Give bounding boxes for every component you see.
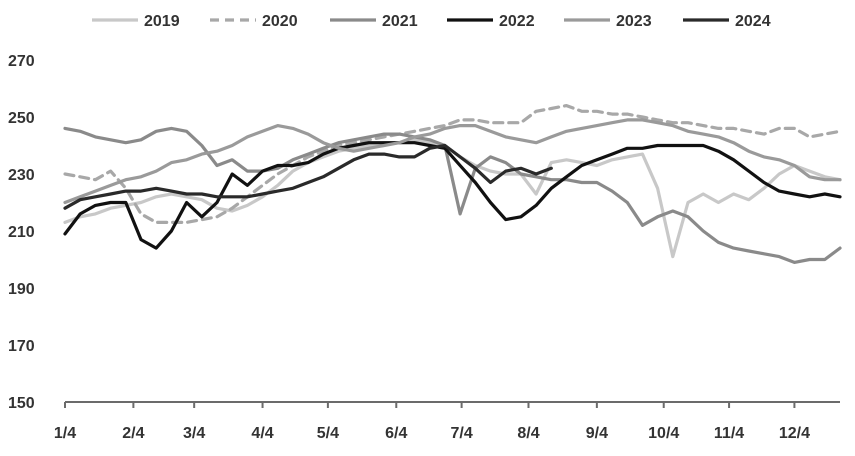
legend-label-2019: 2019 xyxy=(144,13,180,30)
series-line-2023 xyxy=(63,118,842,205)
x-tick-label: 5/4 xyxy=(317,425,339,442)
y-tick-label: 230 xyxy=(8,167,35,184)
x-tick-label: 11/4 xyxy=(714,425,744,442)
series-line-2021 xyxy=(63,126,842,264)
x-tick-label: 2/4 xyxy=(122,425,144,442)
y-tick-label: 210 xyxy=(8,224,35,241)
legend: 2019 2020 2021 2022 2023 2024 xyxy=(92,13,771,30)
legend-label-2022: 2022 xyxy=(499,13,535,30)
y-tick-label: 170 xyxy=(8,338,35,355)
series-line-2022 xyxy=(63,141,842,250)
x-tick-label: 7/4 xyxy=(450,425,472,442)
series-line-2024 xyxy=(63,143,553,210)
x-tick-label: 3/4 xyxy=(183,425,205,442)
x-tick-label: 9/4 xyxy=(586,425,608,442)
legend-label-2021: 2021 xyxy=(382,13,418,30)
legend-label-2020: 2020 xyxy=(262,13,298,30)
x-tick-label: 8/4 xyxy=(517,425,539,442)
x-axis: 1/4 2/4 3/4 4/4 5/4 6/4 7/4 8/4 9/4 10/4 11/4 12/4 xyxy=(54,401,840,442)
y-tick-label: 250 xyxy=(8,110,35,127)
x-tick-label: 12/4 xyxy=(779,425,810,442)
x-tick-label: 1/4 xyxy=(54,425,76,442)
x-tick-label: 4/4 xyxy=(251,425,273,442)
y-tick-label: 270 xyxy=(8,53,35,70)
y-axis: 150 170 190 210 230 250 270 xyxy=(8,53,35,412)
y-tick-label: 150 xyxy=(8,395,35,412)
legend-label-2024: 2024 xyxy=(735,13,771,30)
x-tick-label: 10/4 xyxy=(648,425,679,442)
x-tick-label: 6/4 xyxy=(385,425,407,442)
series-line-2020 xyxy=(63,103,842,224)
y-tick-label: 190 xyxy=(8,281,35,298)
legend-label-2023: 2023 xyxy=(616,13,652,30)
series-layer xyxy=(63,103,842,264)
